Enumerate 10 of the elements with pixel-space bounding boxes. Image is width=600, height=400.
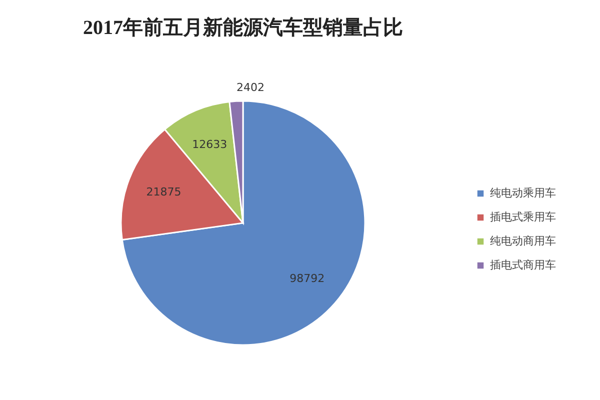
legend-label: 插电式商用车 [490, 258, 556, 272]
chart-title: 2017年前五月新能源汽车型销量占比 [83, 16, 403, 39]
pie-slice [121, 100, 366, 346]
data-label: 21875 [146, 185, 182, 198]
legend-label: 纯电动商用车 [490, 234, 556, 248]
legend-label: 插电式乘用车 [490, 210, 556, 224]
data-label: 12633 [192, 138, 228, 151]
data-label: 98792 [290, 272, 325, 285]
data-label: 2402 [236, 81, 265, 94]
legend-label: 纯电动乘用车 [490, 186, 556, 200]
